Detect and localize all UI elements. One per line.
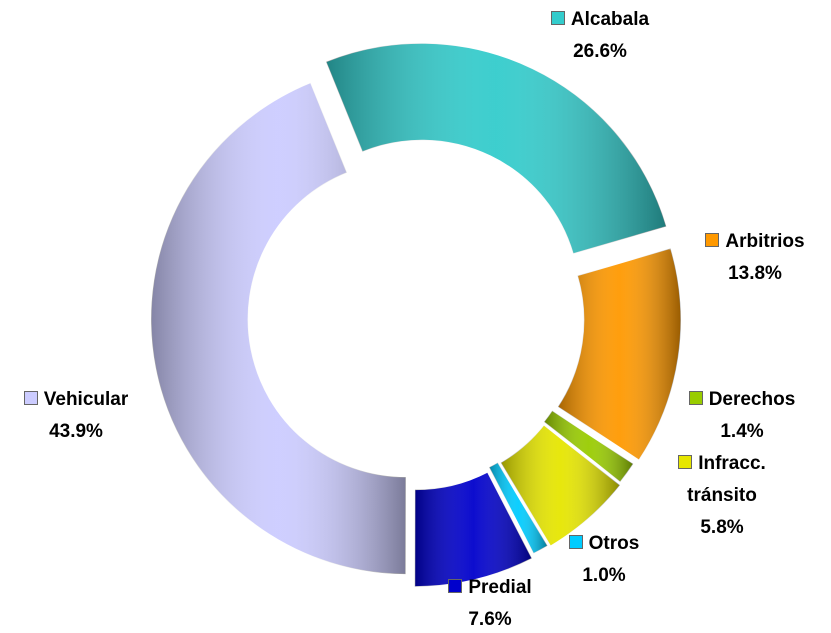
slice-label: Arbitrios 13.8% — [675, 226, 831, 290]
slice-value: 13.8% — [728, 263, 782, 284]
slice-value: 7.6% — [468, 609, 512, 630]
legend-swatch — [705, 233, 720, 247]
legend-swatch — [550, 11, 565, 25]
slice-name: Derechos — [708, 389, 796, 410]
legend-swatch — [23, 391, 38, 405]
legend-swatch — [448, 579, 463, 593]
slice-name: Otros — [588, 533, 640, 554]
slice-label: Vehicular 43.9% — [0, 384, 156, 448]
legend-swatch — [688, 391, 703, 405]
slice-value: 5.8% — [700, 517, 744, 538]
slice-label: Predial 7.6% — [420, 572, 560, 633]
slice-label: Otros 1.0% — [534, 528, 674, 592]
legend-swatch — [568, 535, 583, 549]
slice-value: 43.9% — [49, 421, 103, 442]
slice-name: Arbitrios — [725, 231, 805, 252]
slice — [150, 82, 407, 575]
slice-name: Vehicular — [43, 389, 129, 410]
slice-label: Infracc. tránsito 5.8% — [662, 448, 782, 544]
slice-name: Predial — [468, 577, 532, 598]
slice-name: Infracc. tránsito — [687, 453, 766, 506]
slice-label: Alcabala 26.6% — [510, 4, 690, 68]
slice-value: 26.6% — [573, 41, 627, 62]
slice — [325, 42, 667, 255]
legend-swatch — [678, 455, 693, 469]
slice-name: Alcabala — [570, 9, 650, 30]
slice-label: Derechos 1.4% — [662, 384, 822, 448]
slice-value: 1.4% — [720, 421, 764, 442]
slice-value: 1.0% — [582, 565, 626, 586]
